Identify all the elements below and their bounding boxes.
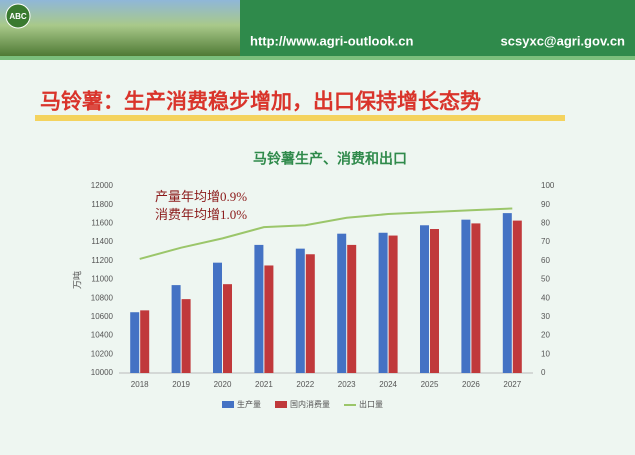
chart-title: 马铃薯生产、消费和出口	[253, 151, 407, 167]
bar	[420, 225, 429, 373]
x-tick-label: 2020	[214, 380, 232, 389]
bar	[378, 232, 388, 373]
y2-tick-label: 70	[541, 237, 550, 246]
legend-label: 生产量	[237, 399, 261, 409]
y-tick-label: 10400	[91, 331, 114, 340]
legend-swatch	[222, 401, 234, 408]
y-tick-label: 10000	[91, 368, 114, 377]
y-tick-label: 11400	[91, 237, 113, 246]
x-tick-label: 2024	[379, 380, 397, 389]
annotation: 产量年均增0.9%	[155, 189, 247, 204]
bar	[430, 229, 439, 373]
y-tick-label: 10200	[91, 349, 114, 358]
bar	[461, 219, 471, 373]
y2-tick-label: 0	[541, 368, 546, 377]
legend-label: 出口量	[359, 399, 383, 409]
y2-tick-label: 50	[541, 275, 550, 284]
bar	[213, 262, 222, 373]
y2-tick-label: 10	[541, 349, 550, 358]
x-tick-label: 2027	[503, 380, 521, 389]
x-tick-label: 2026	[462, 380, 480, 389]
bar	[502, 213, 512, 373]
bar	[171, 285, 181, 373]
y-tick-label: 11800	[91, 200, 113, 209]
header-bar	[240, 0, 635, 56]
x-tick-label: 2022	[296, 380, 314, 389]
bar	[254, 244, 264, 373]
y2-tick-label: 40	[541, 293, 550, 302]
header-rule	[0, 56, 635, 60]
header-email: scsyxc@agri.gov.cn	[501, 33, 625, 48]
y2-tick-label: 20	[541, 331, 550, 340]
bar	[223, 284, 232, 373]
y2-tick-label: 90	[541, 200, 550, 209]
y2-tick-label: 100	[541, 181, 555, 190]
bar	[181, 299, 191, 373]
bar	[471, 223, 481, 373]
y-tick-label: 11600	[91, 219, 113, 228]
x-tick-label: 2023	[338, 380, 356, 389]
bar	[512, 220, 522, 373]
y2-tick-label: 30	[541, 312, 550, 321]
x-tick-label: 2019	[172, 380, 190, 389]
legend-swatch	[275, 401, 287, 408]
bar	[264, 265, 274, 373]
annotation: 消费年均增1.0%	[155, 207, 247, 222]
title-underline	[35, 115, 565, 121]
x-tick-label: 2018	[131, 380, 149, 389]
bar	[305, 254, 315, 373]
bar	[388, 235, 398, 373]
header-url: http://www.agri-outlook.cn	[250, 33, 414, 48]
y-axis-label: 万吨	[71, 271, 82, 289]
header-image	[0, 0, 240, 56]
y2-tick-label: 80	[541, 219, 550, 228]
y-tick-label: 11200	[91, 256, 113, 265]
y-tick-label: 12000	[91, 181, 114, 190]
bar	[337, 233, 347, 373]
slide-title: 马铃薯：生产消费稳步增加，出口保持增长态势	[40, 90, 481, 114]
x-tick-label: 2025	[421, 380, 439, 389]
bar	[130, 312, 140, 373]
line	[139, 207, 513, 260]
bar	[347, 244, 357, 373]
x-tick-label: 2021	[255, 380, 273, 389]
bar	[140, 310, 150, 373]
y-tick-label: 10600	[91, 312, 114, 321]
bar	[295, 248, 305, 373]
legend-label: 国内消费量	[290, 399, 330, 409]
logo-badge	[5, 3, 31, 29]
y-tick-label: 10800	[91, 293, 114, 302]
y-tick-label: 11000	[91, 275, 113, 284]
y2-tick-label: 60	[541, 256, 550, 265]
logo: ABC	[9, 12, 27, 21]
